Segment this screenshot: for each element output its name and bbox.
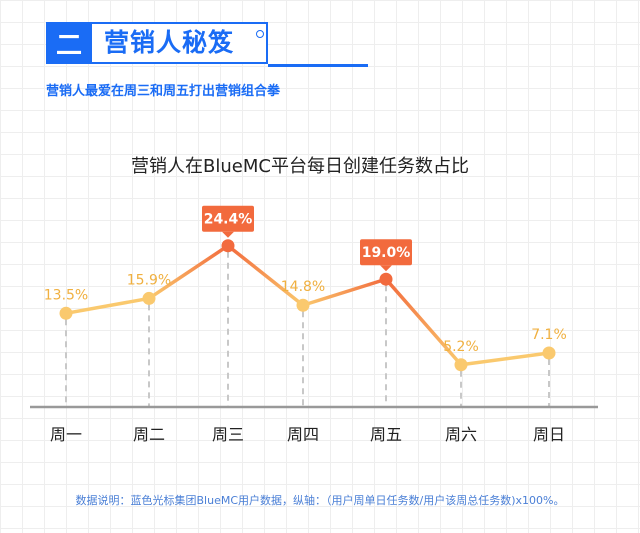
data-point	[221, 239, 235, 253]
data-point	[379, 272, 393, 286]
data-point	[542, 346, 556, 360]
x-tick-label: 周五	[370, 425, 402, 444]
header-underline	[268, 64, 368, 67]
chart-title: 营销人在BlueMC平台每日创建任务数占比	[131, 156, 469, 177]
highlight-label-box	[360, 239, 412, 266]
data-label: 7.1%	[531, 327, 567, 343]
series-line-segment	[384, 277, 463, 367]
highlight-label-pointer	[222, 231, 234, 238]
series-line-segment	[147, 243, 230, 301]
x-tick-label: 周四	[287, 425, 319, 444]
section-number: 二	[46, 22, 92, 64]
data-label: 19.0%	[362, 245, 411, 261]
section-title: 营销人秘笈	[104, 28, 235, 57]
data-point	[454, 358, 468, 372]
data-label: 14.8%	[281, 279, 325, 295]
data-point	[59, 306, 73, 320]
series-line-segment	[301, 277, 388, 307]
x-tick-label: 周六	[445, 425, 477, 444]
x-tick-label: 周二	[133, 425, 165, 444]
series-line-segment	[64, 296, 151, 316]
data-point	[142, 291, 156, 305]
series-line-segment	[459, 351, 551, 367]
data-label: 15.9%	[127, 272, 171, 288]
series-line-segment	[226, 243, 305, 307]
x-tick-label: 周一	[50, 425, 82, 444]
highlight-label-box	[202, 205, 254, 232]
data-label: 24.4%	[204, 212, 253, 228]
data-point	[296, 298, 310, 312]
data-footnote: 数据说明：蓝色光标集团BlueMC用户数据，纵轴：（用户周单日任务数/用户该周总…	[75, 494, 565, 507]
degree-dot-icon	[256, 30, 264, 38]
highlight-label-pointer	[380, 265, 392, 272]
data-label: 5.2%	[443, 339, 479, 355]
data-label: 13.5%	[44, 287, 88, 303]
x-tick-label: 周三	[212, 425, 244, 444]
x-tick-label: 周日	[533, 425, 565, 444]
subtitle: 营销人最爱在周三和周五打出营销组合拳	[46, 84, 281, 99]
